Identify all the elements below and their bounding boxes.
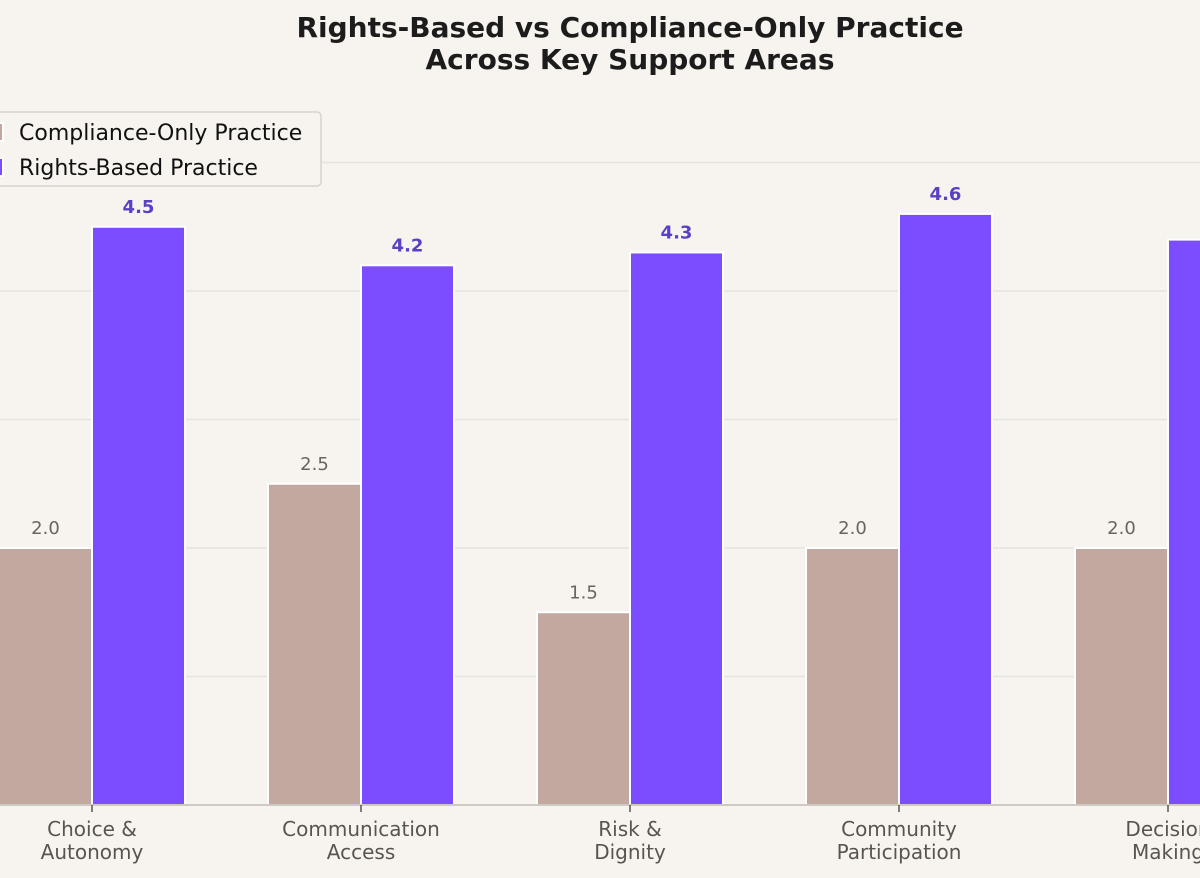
legend-label: Compliance-Only Practice bbox=[19, 121, 302, 146]
bar-compliance-only bbox=[267, 482, 362, 806]
x-tick-label-line: Access bbox=[327, 840, 395, 864]
bar-rights-based bbox=[360, 264, 455, 806]
value-label: 2.5 bbox=[300, 454, 329, 475]
chart-title-line: Across Key Support Areas bbox=[426, 43, 835, 76]
x-tick-label: Community Participation bbox=[837, 817, 962, 864]
bar-rights-based bbox=[898, 212, 993, 806]
value-labels: 2.0 4.5 2.5 4.2 1.5 4.3 2.0 4.6 2.0 bbox=[31, 184, 1136, 603]
x-tick-label-line: Autonomy bbox=[41, 840, 144, 864]
bar-rights-based bbox=[1167, 238, 1200, 807]
x-tick-label: Communication Access bbox=[282, 817, 440, 864]
x-tick-label: Risk & Dignity bbox=[594, 817, 666, 864]
bar-compliance-only bbox=[1074, 547, 1169, 806]
legend-swatch bbox=[0, 157, 4, 177]
x-tick-label-line: Participation bbox=[837, 840, 962, 864]
chart-legend: Compliance-Only Practice Rights-Based Pra… bbox=[0, 111, 322, 187]
value-label: 2.0 bbox=[838, 518, 867, 539]
x-tick-label-line: Communication bbox=[282, 817, 440, 841]
x-axis-ticks: Choice & Autonomy Communication Access Risk … bbox=[41, 805, 1200, 864]
x-tick-label-line: Decision bbox=[1125, 817, 1200, 841]
value-label: 2.0 bbox=[31, 518, 60, 539]
bar-rights-based bbox=[629, 251, 724, 806]
x-tick-label: Choice & Autonomy bbox=[41, 817, 144, 864]
value-label: 4.6 bbox=[930, 184, 962, 205]
chart-title: Rights-Based vs Compliance-Only Practice… bbox=[296, 11, 963, 76]
chart-title-line: Rights-Based vs Compliance-Only Practice bbox=[296, 11, 963, 44]
bar-rights-based bbox=[91, 225, 186, 806]
value-label: 4.2 bbox=[392, 235, 424, 256]
value-label: 4.5 bbox=[123, 197, 155, 218]
bar-compliance-only bbox=[536, 611, 631, 806]
x-tick-label-line: Making bbox=[1132, 840, 1200, 864]
value-label: 2.0 bbox=[1107, 518, 1136, 539]
bars bbox=[0, 212, 1200, 807]
x-tick-label-line: Choice & bbox=[47, 817, 137, 841]
value-label: 4.3 bbox=[661, 222, 693, 243]
legend-label: Rights-Based Practice bbox=[19, 156, 258, 181]
value-label: 1.5 bbox=[569, 582, 598, 603]
x-tick-label-line: Dignity bbox=[594, 840, 666, 864]
x-tick-label: DecisionMaking bbox=[1125, 817, 1200, 864]
x-tick-label-line: Community bbox=[841, 817, 957, 841]
legend-swatch bbox=[0, 122, 4, 142]
bar-compliance-only bbox=[805, 547, 900, 806]
x-tick-label-line: Risk & bbox=[598, 817, 661, 841]
legend-box bbox=[0, 111, 322, 187]
bar-compliance-only bbox=[0, 547, 93, 806]
